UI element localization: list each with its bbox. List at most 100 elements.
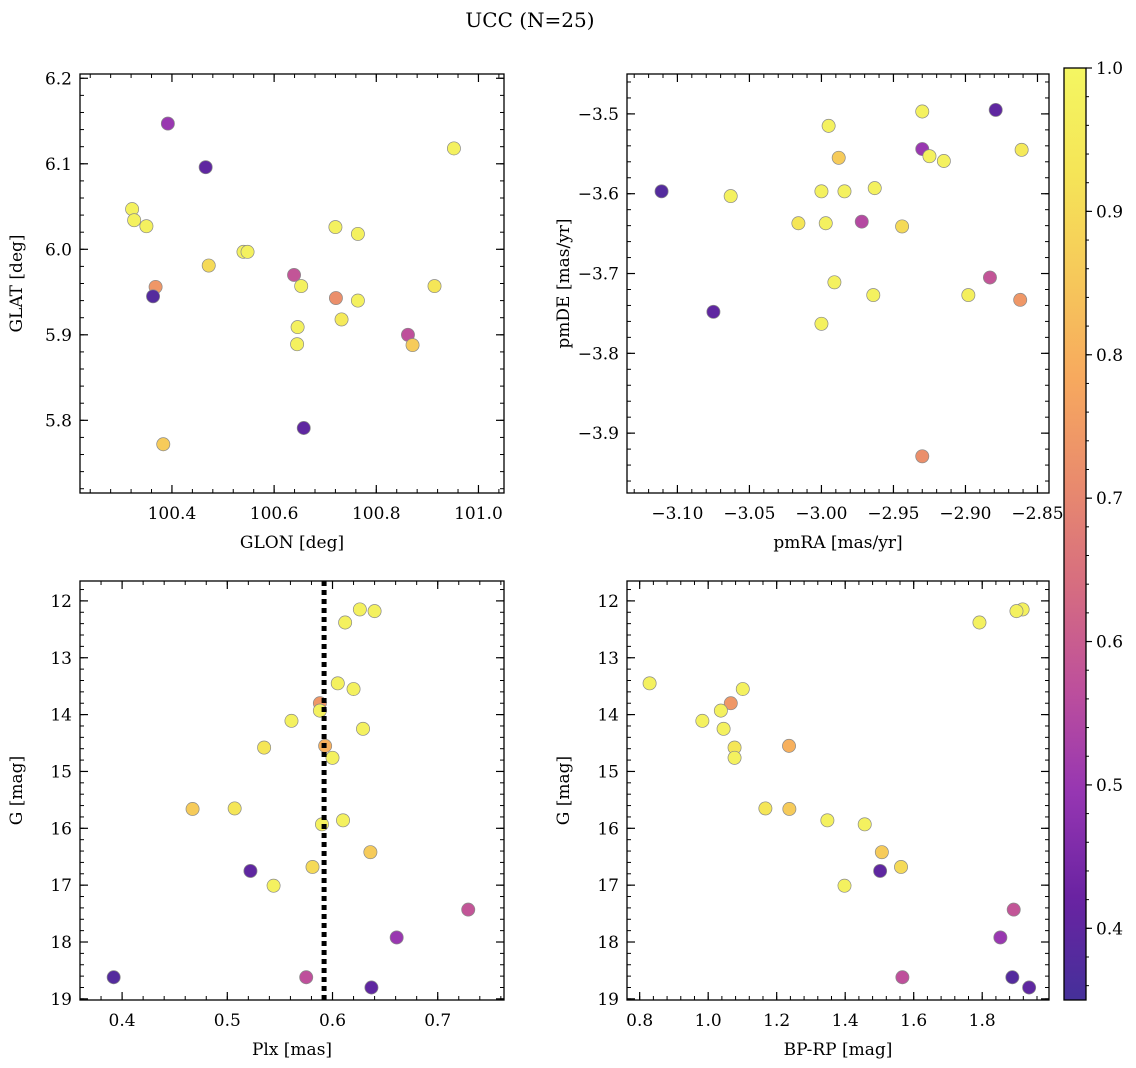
y-tick-label: 19 [597,990,619,1010]
scatter-point [735,682,750,696]
scatter-point [993,930,1008,945]
scatter-point [706,304,721,319]
scatter-point [160,116,175,131]
x-tick-label: 1.6 [900,1011,927,1031]
scatter-point [982,270,997,285]
x-tick-label: −3.05 [723,504,775,524]
y-tick-label: 17 [597,876,619,896]
scatter-point [427,279,442,294]
scatter-point [185,802,200,816]
x-axis-label: GLON [deg] [240,533,344,553]
x-tick-label: 101.0 [454,504,503,524]
scatter-point [461,902,476,917]
scatter-point [198,160,213,175]
x-tick-label: 1.2 [763,1011,790,1031]
colorbar-tick-label: 0.4 [1096,919,1123,939]
y-tick-label: 19 [50,990,72,1010]
y-tick-label: 5.8 [45,411,72,431]
scatter-point [972,615,987,630]
panel-2: −3.10 −3.05 −3.00 −2.95 −2.90 −2.85 −3.9 −3.8 −3… [554,73,1064,553]
x-tick-label: 1.8 [969,1011,996,1031]
x-tick-label: 100.6 [250,504,299,524]
x-tick-label: −2.95 [867,504,919,524]
y-tick-label: −3.5 [578,105,619,125]
scatter-point [305,860,320,874]
colorbar-tick-label: 0.6 [1096,633,1123,653]
scatter-point [642,676,657,691]
colorbar-tick-label: 0.5 [1096,776,1123,796]
scatter-point [988,102,1003,117]
scatter-point [837,184,852,199]
x-tick-label: 100.8 [352,504,401,524]
scatter-point [716,721,731,736]
scatter-point [1006,902,1021,917]
scatter-point [895,970,910,985]
y-tick-label: −3.6 [578,185,619,205]
y-tick-label: 13 [597,649,619,669]
scatter-point [791,216,806,231]
x-tick-label: −2.90 [939,504,991,524]
colorbar-tick-label: 0.8 [1096,346,1123,366]
y-tick-label: 12 [597,592,619,612]
x-axis-label: pmRA [mas/yr] [773,533,902,553]
scatter-point [922,149,937,164]
scatter-point [389,930,404,945]
y-tick-label: −3.9 [578,424,619,444]
y-tick-label: 13 [50,649,72,669]
scatter-point [867,181,882,196]
scatter-point [156,437,171,452]
colorbar: 0.4 0.5 0.6 0.7 0.8 0.9 1.0 [1063,59,1123,1001]
scatter-point [350,226,365,241]
colorbar-tick-label: 0.9 [1096,202,1123,222]
scatter-point [284,713,299,728]
scatter-point [346,682,361,696]
y-tick-label: 16 [597,819,619,839]
scatter-point [328,291,343,305]
scatter-point [405,338,420,353]
scatter-point [894,860,908,874]
scatter-point [1022,980,1037,995]
y-tick-label: 5.9 [45,326,72,346]
y-tick-label: 18 [50,933,72,953]
y-tick-label: 16 [50,819,72,839]
scatter-point [446,141,461,156]
scatter-point [257,740,272,755]
colorbar-tick-label: 1.0 [1096,59,1123,79]
y-axis-label: G [mag] [7,756,27,825]
axes-frame [626,73,1050,494]
scatter-point [915,449,930,464]
scatter-point [334,312,349,327]
scatter-point [873,863,888,878]
scatter-point [356,721,370,736]
scatter-point [299,970,314,985]
scatter-point [367,604,382,619]
scatter-point [723,189,738,204]
scatter-point [827,275,842,290]
scatter-point [713,703,728,718]
scatter-point [814,316,829,331]
panels: 100.4 100.6 100.8 101.0 5.8 5.9 6.0 6.1 6.2 GLON … [7,69,1064,1060]
scatter-point [915,104,930,119]
panel-4: 0.8 1.0 1.2 1.4 1.6 1.8 12 13 14 15 16 17 18 19 BP-RP … [554,580,1050,1060]
scatter-point [227,801,242,816]
y-tick-label: −3.8 [578,344,619,364]
x-tick-label: 0.4 [109,1011,136,1031]
x-tick-label: 0.5 [214,1011,241,1031]
x-tick-label: 0.7 [424,1011,451,1031]
x-tick-label: −3.10 [651,504,703,524]
scatter-point [287,267,301,282]
scatter-point [818,216,833,231]
scatter-point [727,750,742,765]
scatter-point [325,750,340,765]
scatter-point [1009,604,1024,619]
y-axis-label: pmDE [mas/yr] [554,218,574,348]
scatter-point [814,184,829,199]
y-axis-label: G [mag] [554,756,574,825]
y-tick-label: 6.0 [45,240,72,260]
scatter-point [654,184,669,199]
x-tick-label: 0.6 [319,1011,346,1031]
panel-3: 0.4 0.5 0.6 0.7 12 13 14 15 16 17 18 19 Plx [mas] G [… [7,580,505,1060]
scatter-point [1014,142,1029,157]
scatter-point [106,970,121,985]
